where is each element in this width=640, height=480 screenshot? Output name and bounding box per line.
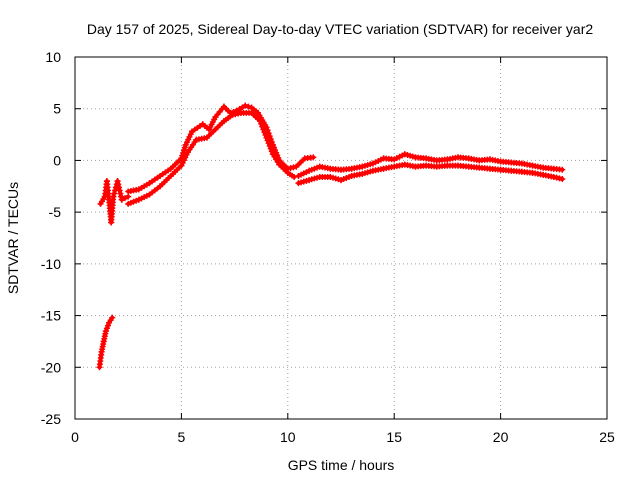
data-point-marker — [115, 181, 122, 188]
segment-post-dip-upper — [295, 151, 566, 179]
plot-frame — [74, 56, 608, 420]
y-tick-label: 5 — [53, 101, 61, 117]
data-point-marker — [110, 193, 117, 200]
segment-start-cluster — [97, 178, 132, 226]
data-point-marker — [104, 322, 111, 329]
data-point-marker — [257, 118, 264, 125]
grid-layer — [75, 57, 607, 419]
series-layer — [96, 102, 566, 371]
data-point-marker — [118, 193, 125, 200]
data-point-marker — [111, 190, 118, 197]
data-point-marker — [268, 148, 275, 155]
segment-early-dropout — [96, 314, 116, 371]
x-axis-label: GPS time / hours — [288, 457, 395, 473]
data-point-marker — [117, 190, 124, 197]
y-tick-label: -10 — [41, 256, 61, 272]
data-point-marker — [259, 123, 266, 130]
segment-main-lower — [125, 109, 298, 207]
data-point-marker — [261, 129, 268, 136]
y-tick-label: -25 — [41, 411, 61, 427]
data-point-marker — [265, 140, 272, 147]
y-tick-label: 0 — [53, 152, 61, 168]
data-point-marker — [122, 195, 129, 202]
data-point-marker — [125, 193, 132, 200]
data-point-marker — [103, 325, 110, 332]
data-point-marker — [559, 166, 566, 173]
y-tick-label: -5 — [49, 204, 62, 220]
tick-layer: 0 5 10 15 20 25 10 5 0 -5 -10 -15 -20 -25 — [41, 49, 615, 445]
x-tick-label: 0 — [71, 429, 79, 445]
data-point-marker — [116, 187, 123, 194]
data-point-marker — [264, 137, 271, 144]
x-tick-label: 25 — [599, 429, 615, 445]
data-point-marker — [263, 134, 270, 141]
y-tick-label: -15 — [41, 308, 61, 324]
data-point-marker — [262, 131, 269, 138]
data-point-marker — [559, 176, 566, 183]
data-point-marker — [291, 173, 298, 180]
data-point-marker — [118, 196, 125, 203]
y-axis-label: SDTVAR / TECUs — [5, 182, 21, 294]
data-point-marker — [115, 184, 122, 191]
x-tick-label: 10 — [280, 429, 296, 445]
y-tick-label: 10 — [45, 49, 61, 65]
segment-main-upper — [125, 102, 317, 195]
data-point-marker — [242, 102, 249, 109]
series-sdtvar — [96, 102, 566, 371]
segment-post-dip-lower — [295, 161, 566, 187]
data-point-marker — [258, 120, 265, 127]
data-point-marker — [102, 328, 109, 335]
data-point-marker — [245, 103, 252, 110]
data-point-marker — [267, 145, 274, 152]
data-point-marker — [260, 126, 267, 133]
data-point-marker — [114, 178, 121, 185]
x-tick-label: 20 — [493, 429, 509, 445]
chart-title: Day 157 of 2025, Sidereal Day-to-day VTE… — [87, 21, 593, 37]
data-point-marker — [266, 142, 273, 149]
x-tick-label: 15 — [386, 429, 402, 445]
data-point-marker — [109, 314, 116, 321]
x-tick-label: 5 — [178, 429, 186, 445]
data-point-marker — [310, 154, 317, 161]
y-tick-label: -20 — [41, 359, 61, 375]
series-band — [126, 103, 316, 194]
